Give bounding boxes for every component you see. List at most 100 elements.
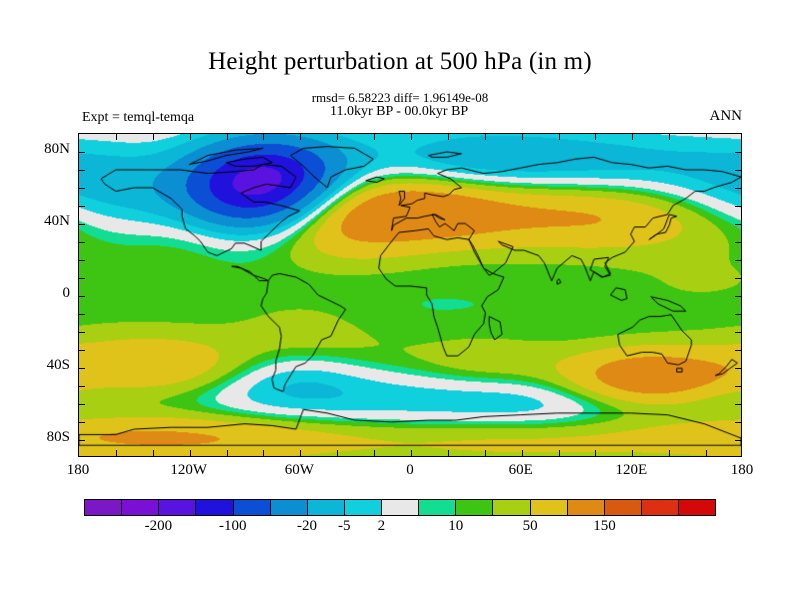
y-tick: [735, 332, 741, 333]
colorbar-label: 10: [448, 518, 464, 534]
y-tick: [79, 314, 85, 315]
x-axis-tick-label: 0: [406, 462, 414, 478]
x-tick: [521, 134, 523, 140]
x-tick: [300, 134, 302, 140]
y-tick: [735, 422, 741, 423]
colorbar-cell-11: [493, 500, 531, 515]
y-tick: [79, 350, 85, 351]
y-tick: [735, 314, 741, 315]
x-tick: [115, 134, 117, 140]
y-tick: [79, 296, 85, 297]
colorbar-cell-3: [196, 500, 234, 515]
x-tick: [374, 134, 376, 140]
colorbar-cell-9: [419, 500, 457, 515]
x-tick: [706, 450, 708, 456]
page-title: Height perturbation at 500 hPa (in m): [208, 48, 592, 75]
y-tick: [735, 152, 741, 153]
map-plot-area: [78, 133, 742, 457]
colorbar-cell-2: [159, 500, 197, 515]
colorbar-label: 2: [377, 518, 386, 534]
y-tick: [79, 278, 85, 279]
colorbar: [84, 499, 716, 516]
y-tick: [79, 440, 85, 441]
y-axis-tick-label: 80S: [46, 429, 70, 445]
x-axis-tick-label: 180: [66, 462, 90, 478]
y-tick: [735, 242, 741, 243]
y-tick: [735, 386, 741, 387]
y-tick: [735, 296, 741, 297]
y-axis-tick-label: 0: [62, 285, 71, 301]
x-axis-tick-label: 180: [730, 462, 754, 478]
x-axis-tick-label: 60W: [284, 462, 314, 478]
y-axis-tick-label: 40S: [46, 357, 70, 373]
x-tick: [706, 134, 708, 140]
period-label: 11.0kyr BP - 00.0kyr BP: [330, 104, 469, 119]
x-axis-tick-label: 120E: [615, 462, 648, 478]
colorbar-cell-4: [233, 500, 271, 515]
x-tick: [337, 450, 339, 456]
y-tick: [735, 224, 741, 225]
x-tick: [484, 450, 486, 456]
x-axis-tick-label: 60E: [508, 462, 533, 478]
colorbar-labels: -200 -100 -20 -5 2 10 50 150: [84, 518, 716, 540]
colorbar-cell-6: [307, 500, 345, 515]
experiment-label: Expt = temql-temqa: [82, 110, 195, 125]
rmsd-stats-label: rmsd= 6.58223 diff= 1.96149e-08: [311, 90, 489, 105]
y-tick: [79, 386, 85, 387]
x-tick: [226, 450, 228, 456]
colorbar-cell-0: [85, 500, 123, 515]
y-tick: [79, 152, 85, 153]
colorbar-label: 150: [593, 518, 616, 534]
colorbar-label: -200: [144, 518, 173, 534]
y-tick: [735, 368, 741, 369]
x-tick: [632, 450, 634, 456]
y-tick: [79, 224, 85, 225]
x-tick: [669, 134, 671, 140]
x-tick: [115, 450, 117, 456]
y-tick: [79, 404, 85, 405]
y-tick: [79, 188, 85, 189]
colorbar-cell-12: [530, 500, 568, 515]
x-tick: [558, 134, 560, 140]
y-tick: [735, 404, 741, 405]
x-tick: [189, 450, 191, 456]
colorbar-cell-1: [122, 500, 160, 515]
x-tick: [263, 450, 265, 456]
x-tick: [447, 450, 449, 456]
y-tick: [79, 242, 85, 243]
x-tick: [411, 450, 412, 456]
height-perturbation-heatmap: [79, 134, 741, 456]
colorbar-cell-8: [382, 500, 420, 515]
y-tick: [79, 206, 85, 207]
y-tick: [79, 170, 85, 171]
x-tick: [300, 450, 302, 456]
x-tick: [595, 134, 597, 140]
x-tick: [669, 450, 671, 456]
y-tick: [735, 440, 741, 441]
colorbar-label: -5: [337, 518, 351, 534]
x-tick: [595, 450, 597, 456]
y-tick: [79, 422, 85, 423]
x-tick: [411, 134, 412, 140]
colorbar-cell-13: [567, 500, 605, 515]
y-tick: [735, 188, 741, 189]
colorbar-cell-5: [270, 500, 308, 515]
x-tick: [189, 134, 191, 140]
colorbar-cell-10: [456, 500, 494, 515]
y-tick: [735, 260, 741, 261]
y-tick: [735, 278, 741, 279]
x-tick: [521, 450, 523, 456]
x-tick: [484, 134, 486, 140]
colorbar-cell-14: [604, 500, 642, 515]
x-tick: [226, 134, 228, 140]
y-tick: [735, 206, 741, 207]
x-tick: [152, 134, 154, 140]
y-tick: [735, 170, 741, 171]
y-axis-tick-label: 40N: [44, 213, 70, 229]
x-tick: [558, 450, 560, 456]
season-label: ANN: [709, 108, 743, 124]
x-tick: [337, 134, 339, 140]
x-tick: [632, 134, 634, 140]
colorbar-cell-15: [641, 500, 679, 515]
